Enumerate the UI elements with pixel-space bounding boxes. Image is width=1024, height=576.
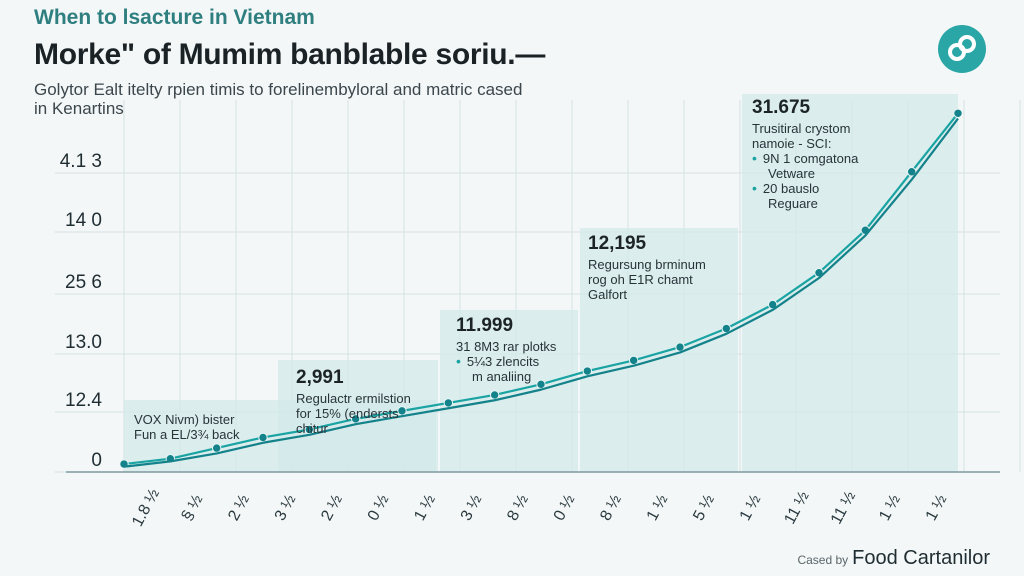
brand-heading: When to lsacture in Vietnam [34, 6, 315, 29]
annotation-value: 11.999 [456, 315, 514, 336]
data-point [489, 390, 500, 400]
x-tick-label: 2 ½ [225, 492, 253, 524]
annotation-text: namoie - SCI: [752, 136, 832, 151]
data-point [211, 443, 222, 453]
annotation-text: 31 8M3 rar plotks [456, 339, 557, 354]
y-tick-label: 25 6 [65, 272, 102, 293]
annotation-text: rog oh E1R chamt [588, 272, 693, 287]
data-point [582, 366, 593, 376]
annotation-text: VOX Nivm) bister [134, 412, 235, 427]
x-tick-label: 8 ½ [597, 492, 625, 524]
y-tick-label: 12.4 [65, 390, 102, 411]
annotation-block: VOX Nivm) bister Fun a EL/3¾ back [134, 412, 240, 442]
annotation-block: 12,195 Regursung brminum rog oh E1R chamt G… [588, 233, 706, 302]
series-line-2 [123, 117, 959, 468]
y-tick-label: 4.1 3 [60, 151, 102, 172]
data-point [258, 432, 268, 443]
y-tick-label: 14 0 [65, 210, 102, 231]
annotation-bullet: Reguare [768, 196, 818, 211]
x-tick-label: 5 ½ [690, 492, 718, 524]
annotation-bullet: 5¼3 zlencits [456, 354, 556, 369]
x-tick-label: 1.8 ½ [129, 486, 163, 529]
link-circle-icon [938, 25, 986, 73]
annotation-block: 2,991 Regulactr ermilstion for 15% (enders… [296, 367, 411, 436]
x-tick-label: 0 ½ [365, 492, 393, 524]
x-tick-label: 3 ½ [272, 492, 300, 524]
source-credit: Cased by Food Cartanilor [797, 547, 990, 570]
y-tick-label: 13.0 [65, 332, 102, 353]
annotation-text: for 15% (endersts [296, 406, 399, 421]
annotation-panel [580, 228, 738, 472]
annotation-text: chitur [296, 421, 328, 436]
annotation-bullet: m analiing [472, 369, 532, 384]
x-tick-label: 3 ½ [458, 492, 486, 524]
credit-prefix: Cased by [797, 553, 849, 567]
x-tick-label: 1 ½ [411, 492, 439, 524]
x-tick-label: 1 ½ [923, 492, 951, 524]
data-point [675, 342, 685, 352]
annotation-text: Regursung brminum [588, 257, 706, 272]
x-tick-label: 11 ½ [828, 489, 859, 527]
x-tick-label: 1 ½ [644, 492, 672, 524]
chart-subtitle: Golytor Ealt itelty rpien timis to forel… [34, 80, 634, 118]
y-tick-label: 0 [91, 450, 102, 471]
x-tick-label: § ½ [179, 492, 207, 524]
x-tick-label: 0 ½ [551, 492, 579, 524]
annotation-bullet: 9N 1 comgatona [752, 151, 858, 166]
x-tick-label: 1 ½ [876, 492, 904, 524]
x-tick-label: 2 ½ [318, 492, 346, 524]
annotation-text: Trusitiral crystom [752, 121, 851, 136]
annotation-value: 2,991 [296, 367, 344, 388]
annotation-bullet: Vetware [768, 166, 815, 181]
x-tick-label: 1 ½ [737, 492, 765, 524]
annotation-value: 31.675 [752, 97, 811, 118]
data-point [953, 108, 963, 118]
annotation-text: Fun a EL/3¾ back [134, 427, 240, 442]
subtitle-line-2: in Kenartins [34, 99, 124, 118]
chart-title: Morke" of Mumim banblable soriu.— [34, 38, 546, 71]
data-point [628, 355, 639, 366]
data-point [906, 167, 917, 177]
subtitle-line-1: Golytor Ealt itelty rpien timis to forel… [34, 80, 523, 99]
annotation-value: 12,195 [588, 233, 647, 254]
credit-name: Food Cartanilor [852, 547, 990, 569]
annotation-bullet: 20 bauslo [752, 181, 858, 196]
x-tick-label: 8 ½ [504, 492, 532, 524]
x-tick-label: 11 ½ [781, 489, 812, 527]
annotation-text: Regulactr ermilstion [296, 391, 411, 406]
annotation-text: Galfort [588, 287, 628, 302]
data-point [443, 398, 454, 408]
